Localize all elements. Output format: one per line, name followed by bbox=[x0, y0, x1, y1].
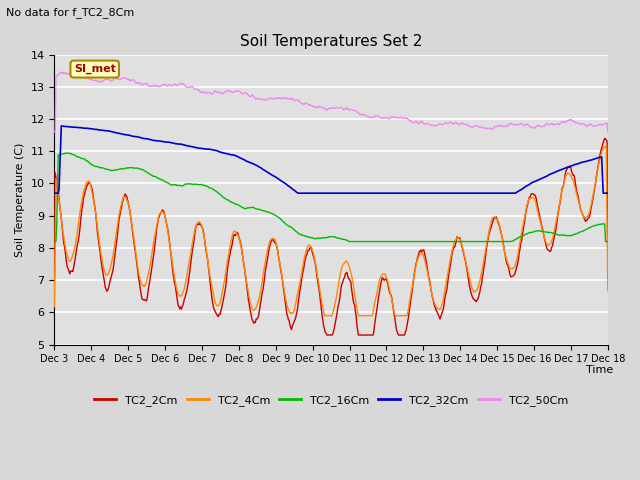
Text: SI_met: SI_met bbox=[74, 64, 116, 74]
Title: Soil Temperatures Set 2: Soil Temperatures Set 2 bbox=[240, 34, 422, 49]
Legend: TC2_2Cm, TC2_4Cm, TC2_16Cm, TC2_32Cm, TC2_50Cm: TC2_2Cm, TC2_4Cm, TC2_16Cm, TC2_32Cm, TC… bbox=[90, 391, 572, 411]
X-axis label: Time: Time bbox=[586, 365, 613, 375]
Text: No data for f_TC2_8Cm: No data for f_TC2_8Cm bbox=[6, 7, 134, 18]
Y-axis label: Soil Temperature (C): Soil Temperature (C) bbox=[15, 143, 25, 257]
